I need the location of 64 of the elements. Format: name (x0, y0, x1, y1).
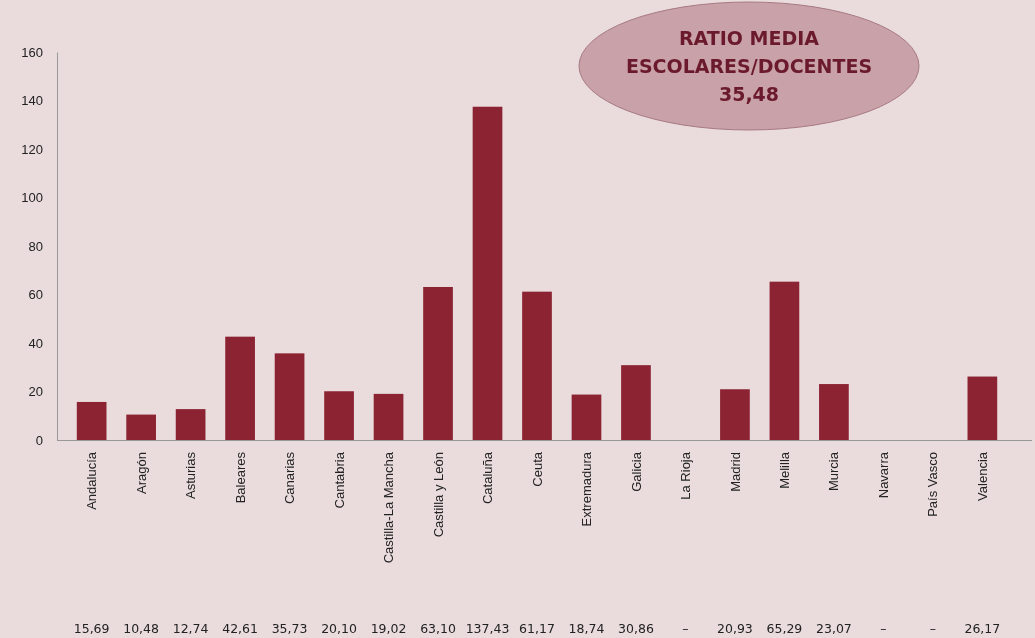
bar (769, 281, 800, 440)
data-label: 30,86 (618, 621, 654, 636)
bar (373, 393, 404, 440)
data-label: 18,74 (568, 621, 605, 636)
x-tick-label: Cantabria (331, 451, 347, 509)
data-label: 12,74 (172, 621, 209, 636)
data-label: 137,43 (465, 621, 510, 636)
bar (175, 409, 206, 440)
data-label: 10,48 (123, 621, 160, 636)
y-tick-label: 160 (21, 44, 43, 60)
bar (274, 353, 305, 440)
x-tick-label: Asturias (183, 451, 199, 499)
x-tick-label: Melilla (776, 451, 792, 489)
data-label: 61,17 (519, 621, 555, 636)
data-label: 42,61 (222, 621, 258, 636)
data-label: 26,17 (964, 621, 1001, 636)
text: – (880, 621, 887, 636)
x-tick-label: Ceuta (529, 451, 545, 487)
x-tick-label: Galicia (628, 451, 644, 492)
y-tick-label: 0 (35, 432, 43, 448)
data-label: 35,73 (271, 621, 308, 636)
y-tick-label: 60 (28, 287, 43, 303)
x-tick-label: La Rioja (678, 451, 693, 500)
data-label: 20,10 (321, 621, 357, 636)
y-tick-label: 140 (21, 93, 43, 109)
data-label: 65,29 (766, 621, 803, 636)
data-label: 63,10 (420, 621, 456, 636)
bar (621, 365, 651, 440)
data-label: 20,93 (717, 621, 753, 636)
x-tick-label: Canarias (282, 451, 298, 505)
x-tick-label: Castilla-La Mancha (381, 451, 397, 564)
chart-title: RATIO MEDIA ESCOLARES/DOCENTES 35,48 (625, 26, 873, 105)
data-label: 15,69 (73, 621, 110, 636)
bar (472, 106, 503, 440)
x-tick-label: Valencia (974, 451, 990, 501)
y-tick-label: 120 (21, 141, 43, 157)
bar (324, 391, 354, 440)
text: – (682, 621, 689, 636)
x-tick-label: Aragón (133, 452, 149, 494)
y-tick-label: 80 (28, 238, 43, 254)
bar (819, 384, 849, 440)
x-tick-label: Cataluña (480, 451, 496, 505)
data-label: 23,07 (816, 621, 852, 636)
bar (126, 414, 156, 440)
bar (76, 401, 107, 440)
text: – (929, 621, 936, 636)
x-tick-label: Extremadura (579, 451, 595, 527)
x-tick-label: Andalucía (84, 451, 100, 510)
bar (423, 286, 453, 440)
x-tick-label: País Vasco (925, 452, 941, 517)
data-label: 19,02 (370, 621, 407, 636)
x-tick-label: Navarra (875, 451, 891, 499)
x-tick-label: Castilla y León (430, 452, 446, 538)
bar (225, 336, 255, 440)
x-tick-label: Murcia (826, 451, 842, 492)
bar (522, 291, 552, 440)
y-tick-label: 40 (28, 335, 43, 351)
x-tick-label: Madrid (727, 452, 743, 492)
y-tick-label: 100 (21, 190, 43, 206)
y-tick-label: 20 (28, 384, 43, 400)
x-tick-label: Baleares (232, 451, 248, 504)
bar (571, 394, 602, 440)
bar (967, 376, 998, 440)
bar (720, 389, 750, 440)
